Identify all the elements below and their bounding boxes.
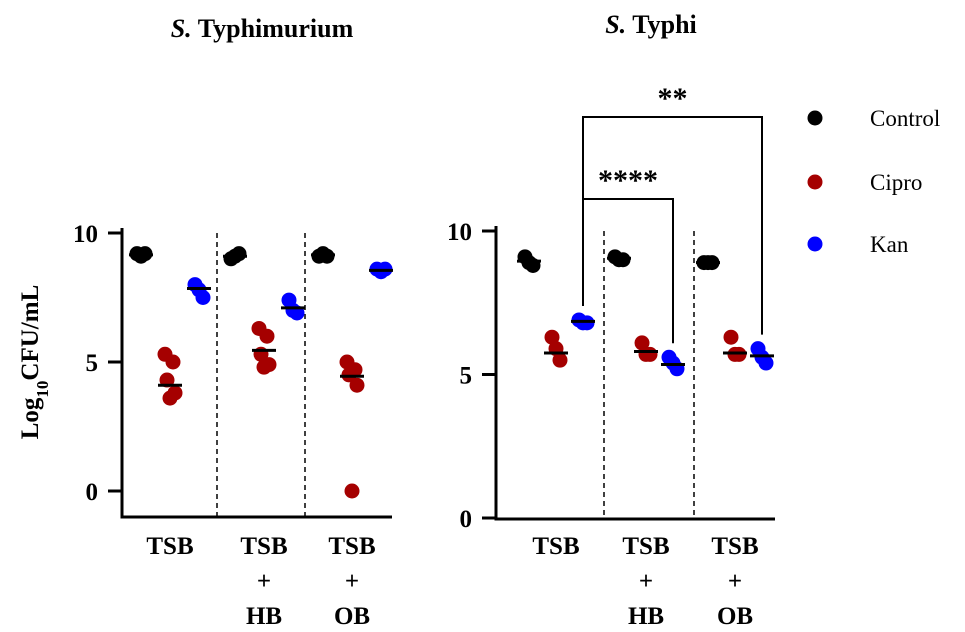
panel1-y-tick-label: 10 [73, 221, 98, 248]
panel1-point-cipro [344, 483, 360, 499]
panel2-y-tick-label: 10 [447, 219, 472, 246]
panel2-significance-bracket [582, 198, 674, 344]
panel2-point-cipro [552, 352, 568, 368]
panel1-point-kan [195, 290, 211, 305]
panel2-point-cipro [723, 329, 739, 345]
legend-marker-control [807, 110, 823, 126]
panel1-title: S. Typhimurium [171, 14, 354, 43]
panel1-point-control [231, 246, 247, 262]
panel2-x-category-label: TSB + OB [711, 533, 758, 630]
panel2-point-kan [758, 355, 774, 371]
legend-marker-kan [807, 236, 823, 252]
panel1-point-cipro [256, 359, 272, 375]
panel2-point-cipro [642, 346, 658, 362]
legend-label-control: Control [870, 106, 940, 131]
panel2-significance-label: **** [598, 164, 658, 197]
panel1-y-axis-label: Log10CFU/mL [17, 285, 52, 440]
panel2-y-tick-label: 0 [460, 506, 473, 533]
panel2-significance-label: ** [658, 82, 688, 115]
panel2-title: S. Typhi [605, 10, 697, 39]
legend-label-kan: Kan [870, 232, 909, 257]
panel2-point-cipro [544, 329, 560, 345]
panel1-y-tick-label: 0 [86, 479, 99, 506]
panel1-point-cipro [162, 390, 178, 406]
panel1-x-category-label: TSB + HB [240, 533, 287, 630]
panel1-point-cipro [259, 328, 275, 344]
panel2-x-category-label: TSB + HB [622, 533, 669, 630]
panel1-point-cipro [165, 354, 181, 370]
legend-label-cipro: Cipro [870, 170, 922, 195]
panel1-y-tick-label: 5 [86, 350, 99, 377]
panel1-x-category-label: TSB + OB [328, 533, 375, 630]
panel1-x-category-label: TSB [146, 533, 193, 560]
legend-marker-cipro [807, 174, 823, 190]
panel1-point-cipro [349, 377, 365, 393]
panel2-y-tick-label: 5 [460, 363, 473, 390]
panel2-x-category-label: TSB [532, 533, 579, 560]
panel2-point-cipro [634, 335, 650, 351]
